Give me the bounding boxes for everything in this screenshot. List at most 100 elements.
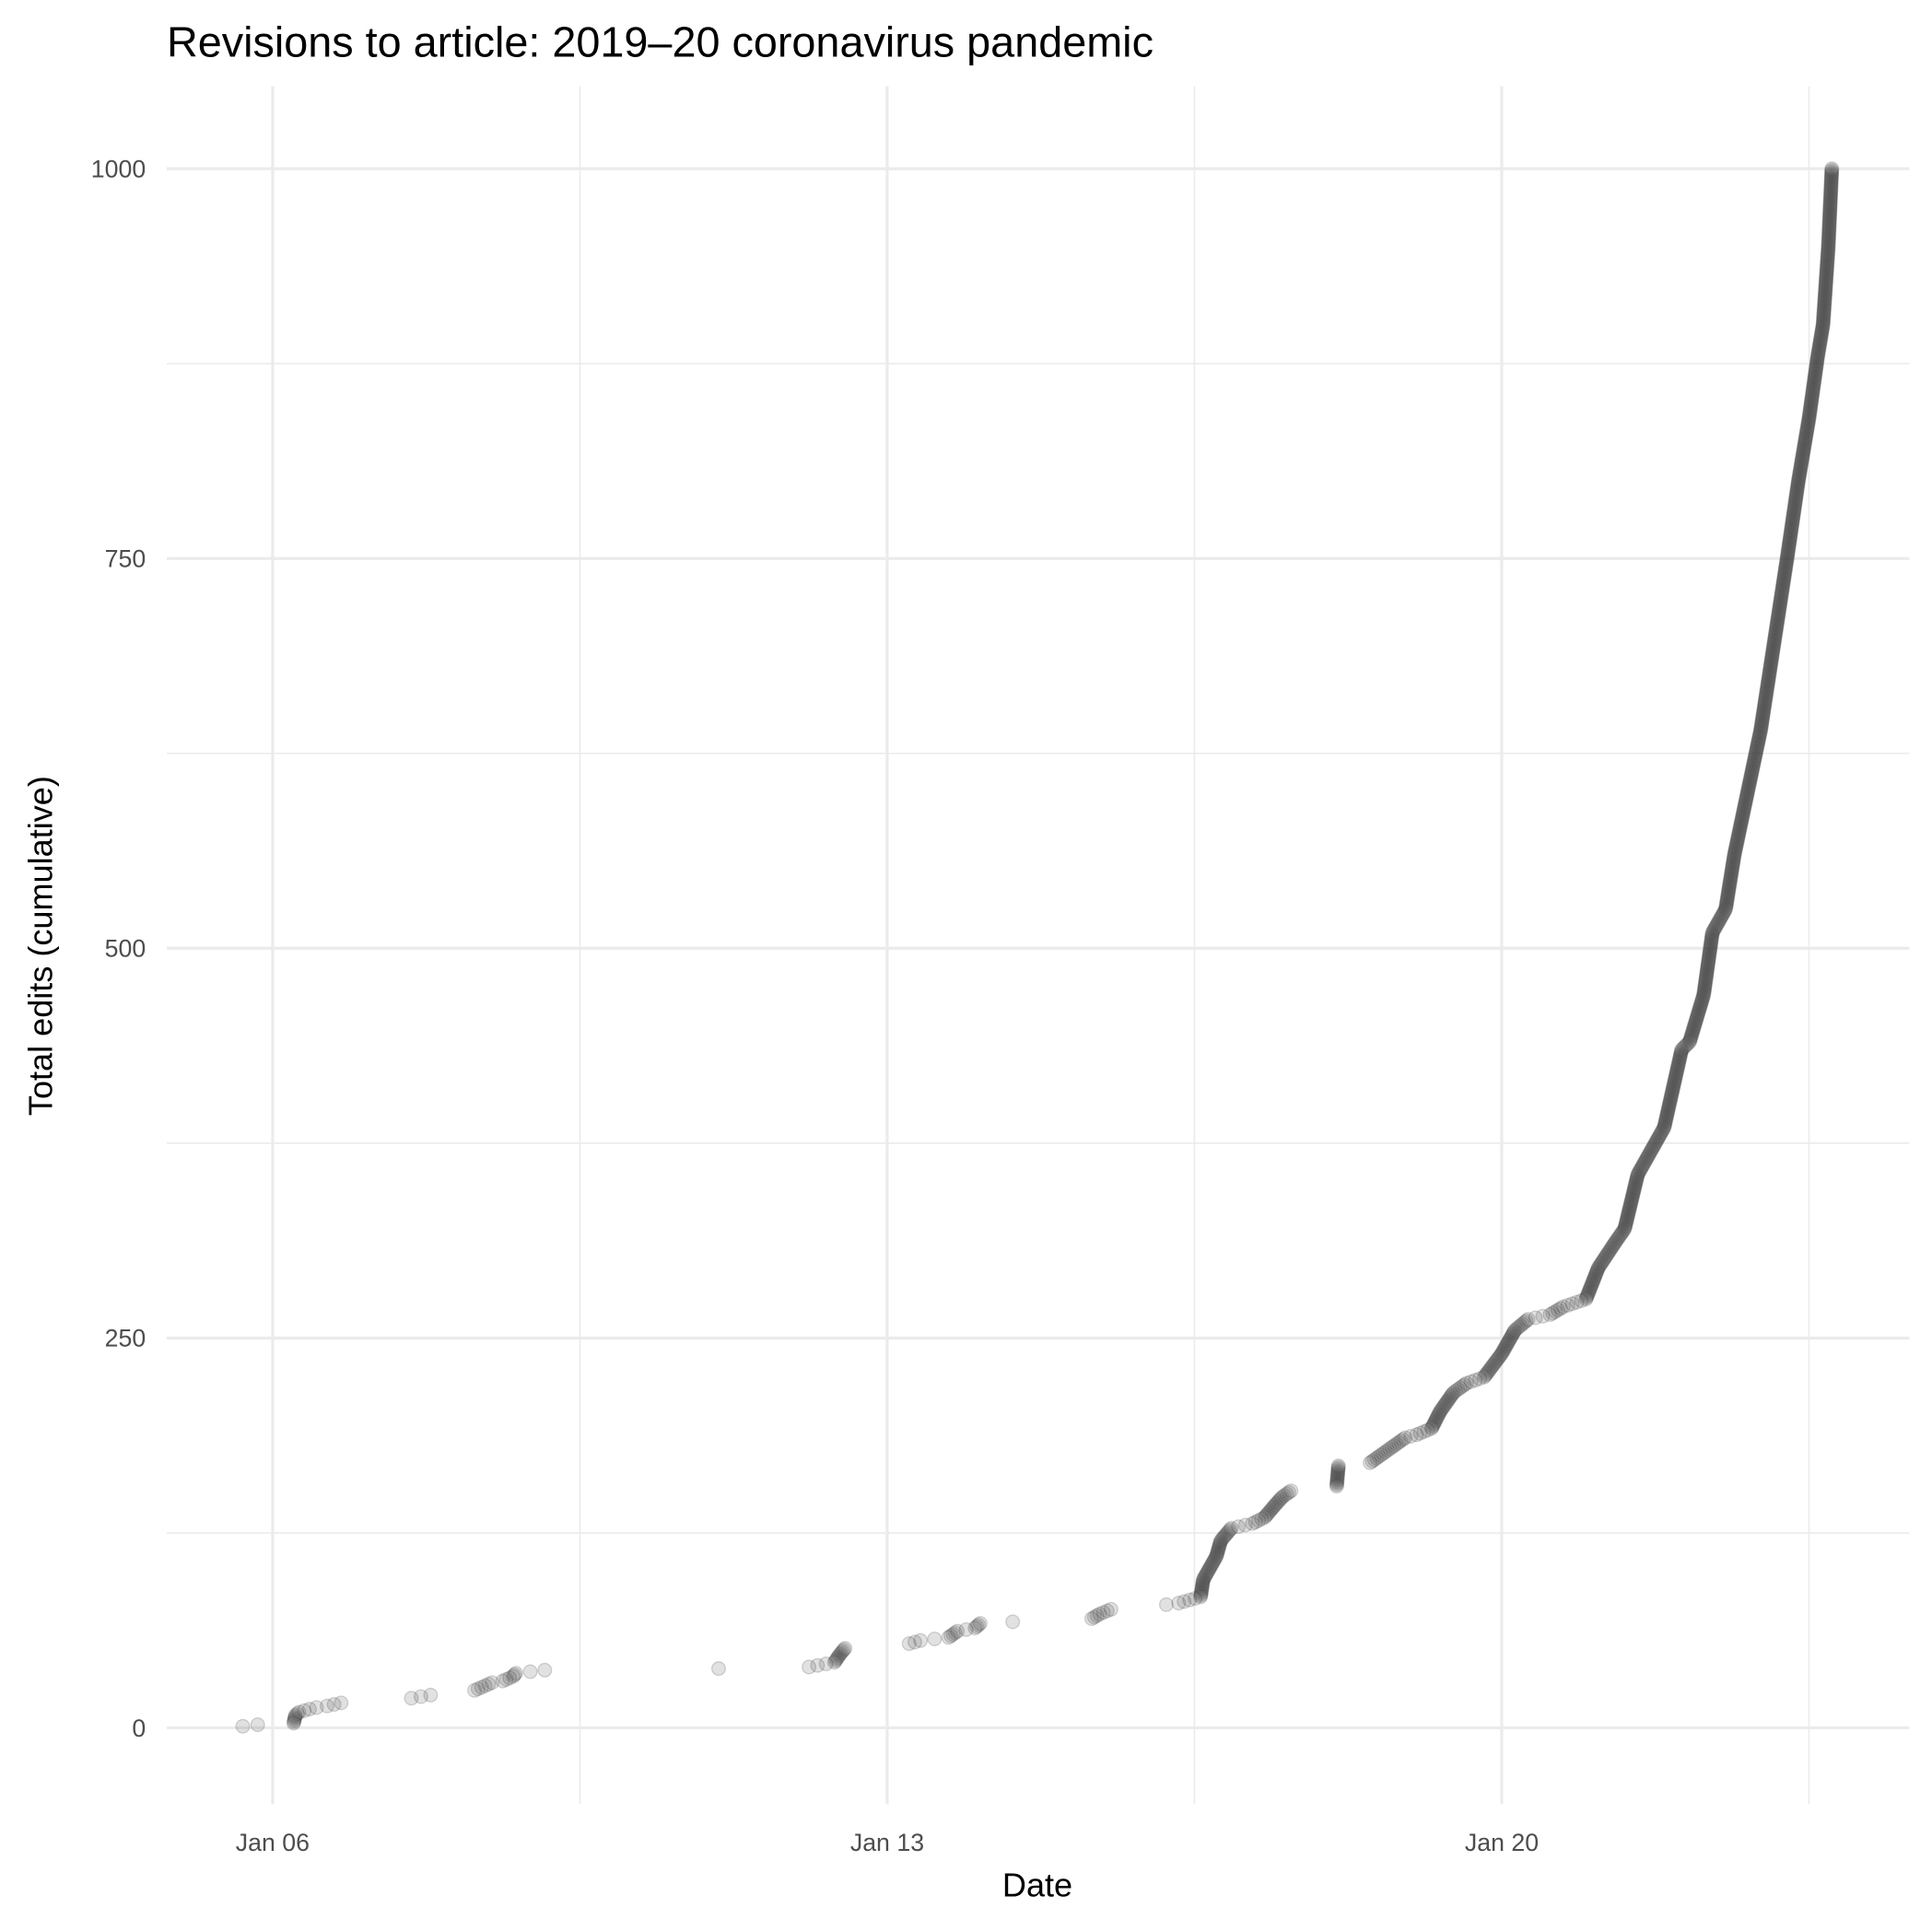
data-point	[1758, 689, 1774, 705]
data-point	[481, 1677, 497, 1692]
data-point	[710, 1661, 727, 1677]
data-point	[1644, 1141, 1659, 1157]
data-point	[1820, 247, 1835, 263]
data-point	[1723, 867, 1739, 883]
data-point	[1586, 1272, 1601, 1288]
data-point	[1799, 420, 1815, 436]
data-point	[1728, 836, 1745, 851]
data-point	[1504, 1328, 1519, 1344]
data-point	[1725, 856, 1740, 872]
data-point	[1224, 1520, 1239, 1536]
data-point	[913, 1633, 929, 1648]
data-point	[1821, 242, 1836, 258]
data-point	[1623, 1195, 1639, 1211]
data-point	[1817, 295, 1832, 310]
data-point	[1633, 1162, 1648, 1177]
data-point	[1750, 736, 1765, 752]
data-point	[1754, 714, 1770, 730]
data-point	[1821, 228, 1837, 243]
data-point	[1610, 1231, 1626, 1246]
data-point	[1819, 267, 1834, 283]
data-point	[1265, 1500, 1281, 1516]
data-point	[1806, 380, 1821, 396]
data-point	[1627, 1179, 1643, 1195]
data-point	[287, 1707, 303, 1723]
data-point	[802, 1659, 817, 1675]
data-point	[1753, 720, 1769, 736]
data-point	[1774, 583, 1790, 599]
data-point	[1782, 535, 1797, 551]
data-point	[1764, 650, 1780, 666]
data-point	[1793, 459, 1809, 474]
data-point	[818, 1656, 834, 1672]
data-point	[1761, 669, 1776, 685]
data-point	[1377, 1444, 1393, 1459]
data-point	[1791, 473, 1807, 488]
data-point	[1744, 765, 1760, 780]
data-point	[1780, 544, 1796, 560]
data-point	[1686, 1020, 1702, 1036]
data-point	[1095, 1605, 1111, 1621]
data-point	[1665, 1083, 1680, 1098]
data-point	[1196, 1570, 1212, 1586]
y-tick-label: 750	[105, 545, 146, 573]
data-point	[495, 1673, 510, 1689]
data-point	[1642, 1146, 1657, 1162]
data-point	[1789, 481, 1805, 497]
data-point	[1193, 1587, 1209, 1603]
data-point	[1578, 1292, 1594, 1307]
data-point	[1497, 1340, 1513, 1355]
data-point	[1693, 995, 1709, 1011]
data-point	[1498, 1338, 1514, 1353]
data-point	[1487, 1355, 1503, 1371]
data-point	[1083, 1610, 1099, 1626]
data-point	[1648, 1134, 1664, 1150]
data-point	[1764, 648, 1780, 663]
data-point	[1552, 1301, 1568, 1317]
data-point	[1718, 898, 1734, 914]
data-point	[1618, 1218, 1633, 1234]
data-point	[1195, 1576, 1211, 1592]
data-point	[1188, 1590, 1203, 1606]
data-point	[1823, 182, 1839, 198]
data-point	[1746, 754, 1762, 769]
data-point	[1807, 369, 1822, 384]
data-point	[1704, 925, 1720, 941]
data-point	[1792, 466, 1808, 482]
data-point	[1795, 450, 1810, 465]
data-point	[1667, 1073, 1682, 1089]
data-point	[1760, 680, 1775, 696]
data-point	[1700, 957, 1715, 973]
data-point	[1752, 724, 1768, 740]
data-point	[1668, 1070, 1683, 1085]
data-point	[1706, 921, 1722, 937]
data-point	[1618, 1215, 1634, 1231]
data-point	[1772, 597, 1787, 613]
data-point	[1626, 1184, 1642, 1200]
data-point	[1814, 326, 1830, 342]
data-point	[1542, 1306, 1558, 1322]
data-point	[1784, 521, 1799, 537]
data-point	[967, 1621, 983, 1636]
data-point	[1787, 495, 1803, 510]
data-point	[1795, 446, 1810, 462]
data-point	[1725, 860, 1740, 875]
data-point	[1646, 1137, 1662, 1153]
data-point	[1779, 554, 1795, 569]
data-point	[1816, 303, 1832, 319]
data-point	[1810, 348, 1826, 364]
data-point	[1269, 1495, 1284, 1511]
data-point	[1724, 862, 1739, 878]
data-point	[1731, 824, 1747, 839]
data-point	[1822, 206, 1838, 222]
data-point	[1768, 623, 1784, 638]
data-point	[1797, 440, 1812, 456]
data-point	[1823, 167, 1839, 182]
data-point	[505, 1668, 521, 1684]
data-point	[1815, 319, 1831, 334]
data-point	[1649, 1132, 1665, 1148]
data-point	[1724, 864, 1739, 880]
data-point	[1484, 1358, 1500, 1374]
data-point	[1369, 1450, 1385, 1466]
data-point	[1705, 923, 1721, 939]
